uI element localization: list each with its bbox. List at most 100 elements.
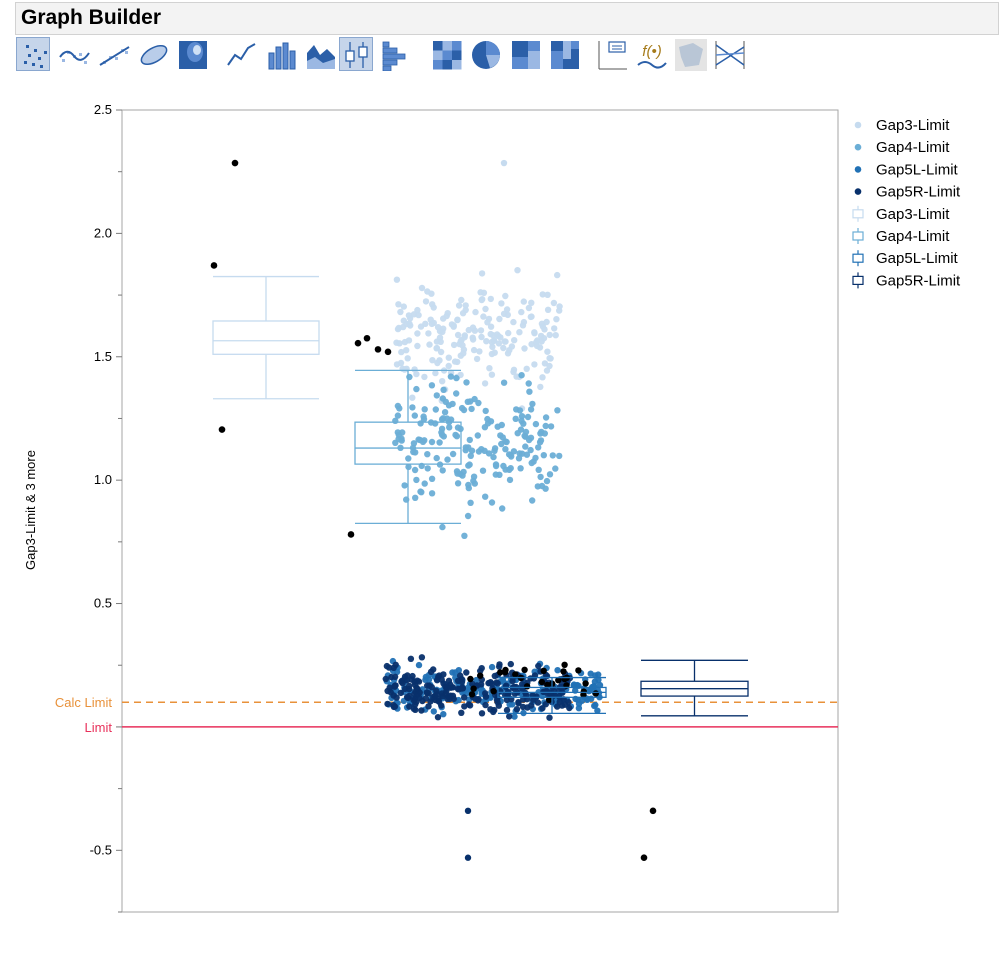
data-point-gap5r-limit [445, 693, 452, 700]
legend-item: Gap3-Limit [854, 117, 950, 134]
data-point-gap3-limit [511, 337, 518, 344]
ellipse-button[interactable] [136, 37, 170, 71]
data-point-gap3-limit [404, 355, 411, 362]
smoother-icon [59, 50, 90, 64]
legend-item: Gap4-Limit [852, 228, 950, 245]
data-point-gap5r-limit [438, 702, 445, 709]
data-point-gap5r-limit [410, 705, 418, 713]
map-shapes-button[interactable] [673, 37, 707, 71]
data-point-gap3-limit [533, 338, 540, 346]
data-point-gap4-limit [498, 440, 505, 448]
data-point-gap3-limit [506, 347, 513, 354]
data-point-gap4-limit [499, 505, 506, 512]
data-point-gap4-limit [394, 429, 401, 436]
data-point-gap4-limit [439, 415, 447, 422]
data-point-gap5r-limit [477, 667, 484, 675]
data-point-gap3-limit [396, 340, 403, 347]
data-point-gap4-limit [459, 472, 466, 479]
data-point-gap3-limit [461, 334, 468, 341]
data-point-gap4-limit [543, 477, 551, 485]
data-point-gap5r-limit [399, 679, 406, 687]
area-button[interactable] [303, 37, 337, 71]
plot-frame [121, 109, 839, 913]
data-point-gap4-limit [428, 475, 436, 482]
data-point-gap4-limit [453, 390, 460, 397]
data-point-gap4-limit [556, 452, 563, 460]
data-point-gap4-limit [474, 432, 481, 439]
data-point-gap5l-limit [506, 701, 513, 708]
data-point-gap3-limit [552, 332, 559, 339]
data-point-gap3-limit [413, 370, 420, 378]
formula-button[interactable]: f(•) [634, 37, 668, 71]
data-point-gap3-limit [489, 343, 496, 351]
outlier-point [470, 685, 477, 692]
smoother-button[interactable] [56, 37, 90, 71]
heatmap-button[interactable] [429, 37, 463, 71]
parallel-button[interactable] [712, 37, 746, 71]
data-point-gap4-limit [421, 406, 428, 413]
data-point-gap5l-limit [488, 663, 496, 671]
data-point-gap3-limit [502, 338, 509, 345]
data-point-gap5r-limit [384, 700, 391, 708]
data-point-gap4-limit [464, 512, 472, 520]
data-point-gap5r-limit [390, 702, 397, 709]
data-point-gap5r-limit [478, 710, 486, 717]
mosaic-button[interactable] [547, 37, 581, 71]
data-point-gap3-limit [469, 336, 477, 343]
caption-box-button[interactable] [595, 37, 629, 71]
legend-label: Gap3-Limit [876, 117, 950, 134]
data-point-gap4-limit [526, 388, 533, 395]
data-point-gap3-limit [397, 359, 405, 367]
histogram-button[interactable] [379, 37, 413, 71]
data-point-gap4-limit [517, 465, 524, 472]
data-point-gap3-limit [445, 354, 452, 361]
data-point-gap3-limit [437, 348, 445, 356]
legend-point-swatch [854, 166, 862, 173]
box-outlier [374, 346, 382, 353]
data-point-gap3-limit [414, 306, 421, 314]
data-point-gap5r-limit [418, 707, 425, 714]
legend-box-swatch [852, 253, 864, 263]
line-of-fit-button[interactable] [96, 37, 130, 71]
data-point-gap5l-limit [430, 708, 437, 715]
data-point-gap4-limit [492, 461, 500, 468]
data-point-gap4-limit [424, 451, 431, 458]
map-shapes-icon [675, 39, 707, 71]
data-point-gap4-limit [420, 415, 428, 423]
bar-button[interactable] [263, 37, 297, 71]
data-point-gap3-limit [486, 365, 493, 372]
data-point-gap3-limit [525, 304, 533, 312]
y-tick-label: 2.5 [94, 102, 112, 117]
data-point-gap3-limit [551, 325, 558, 332]
data-point-gap5r-limit [450, 695, 457, 702]
data-point-gap4-limit [470, 477, 477, 485]
data-point-gap4-limit [515, 455, 523, 462]
data-point-gap4-limit [440, 386, 447, 393]
treemap-icon [512, 41, 540, 69]
caption-box-icon [598, 41, 627, 70]
box-plot-button[interactable] [339, 37, 373, 71]
points-button[interactable] [16, 37, 50, 71]
pie-button[interactable] [468, 37, 502, 71]
data-point-gap5r-limit [391, 683, 398, 690]
data-point-gap5r-limit [430, 693, 437, 701]
data-point-gap5l-limit [511, 713, 518, 720]
data-point-gap3-limit [454, 316, 461, 323]
data-point-gap4-limit [406, 373, 413, 381]
bar-icon [268, 42, 296, 70]
line-button[interactable] [223, 37, 257, 71]
legend-label: Gap5L-Limit [876, 161, 959, 178]
legend-point-swatch [854, 188, 862, 195]
data-point-gap3-limit [454, 331, 462, 339]
data-point-gap5r-limit [463, 669, 470, 676]
outlier-point [582, 680, 589, 687]
data-point-gap3-limit [434, 359, 441, 367]
data-point-gap4-limit [527, 406, 535, 413]
data-point-gap5l-limit [587, 670, 594, 677]
data-point-gap4-limit [466, 436, 473, 444]
data-point-gap4-limit [521, 432, 528, 439]
data-point-gap4-limit [512, 415, 519, 422]
data-point-gap3-limit [448, 321, 456, 328]
treemap-button[interactable] [508, 37, 542, 71]
contour-button[interactable] [175, 37, 209, 71]
